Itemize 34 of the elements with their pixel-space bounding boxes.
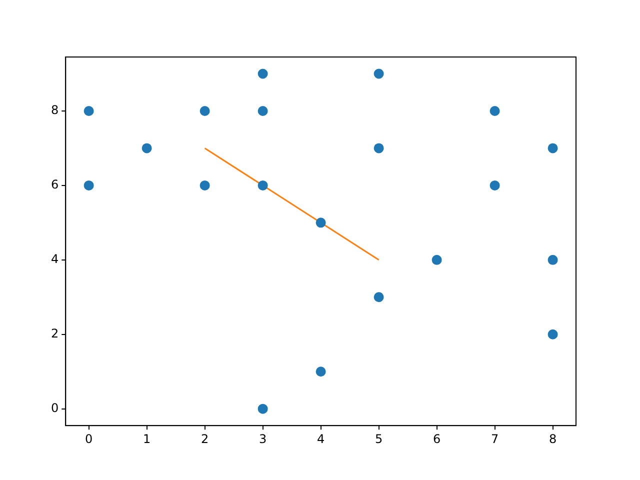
point	[316, 218, 326, 228]
y-tick-label: 0	[50, 400, 59, 415]
y-tick-label: 4	[50, 252, 59, 266]
x-tick-label: 8	[548, 432, 557, 446]
point	[374, 292, 384, 302]
x-tick-label: 1	[143, 432, 151, 446]
x-tick-label: 3	[259, 432, 267, 446]
point	[548, 143, 558, 154]
y-tick-label: 2	[50, 326, 59, 341]
point	[432, 254, 442, 265]
x-tick-label: 7	[490, 432, 499, 446]
point	[142, 143, 152, 154]
point	[490, 106, 500, 116]
x-tick-label: 5	[374, 432, 383, 446]
point	[258, 404, 268, 414]
point	[84, 180, 94, 190]
x-tick-label: 0	[85, 432, 93, 446]
point	[490, 180, 500, 190]
x-tick-label: 4	[316, 432, 325, 446]
y-tick-label: 8	[50, 103, 59, 118]
point	[258, 180, 268, 190]
point	[374, 143, 384, 154]
y-tick-label: 6	[50, 178, 59, 192]
point	[316, 366, 326, 377]
point	[548, 329, 558, 340]
point	[258, 68, 268, 79]
point	[200, 106, 210, 116]
point	[548, 254, 558, 265]
point	[258, 106, 268, 116]
point	[200, 180, 210, 190]
point	[374, 68, 384, 79]
x-tick-label: 6	[432, 432, 441, 446]
x-tick-label: 2	[201, 432, 209, 446]
point	[84, 106, 94, 116]
